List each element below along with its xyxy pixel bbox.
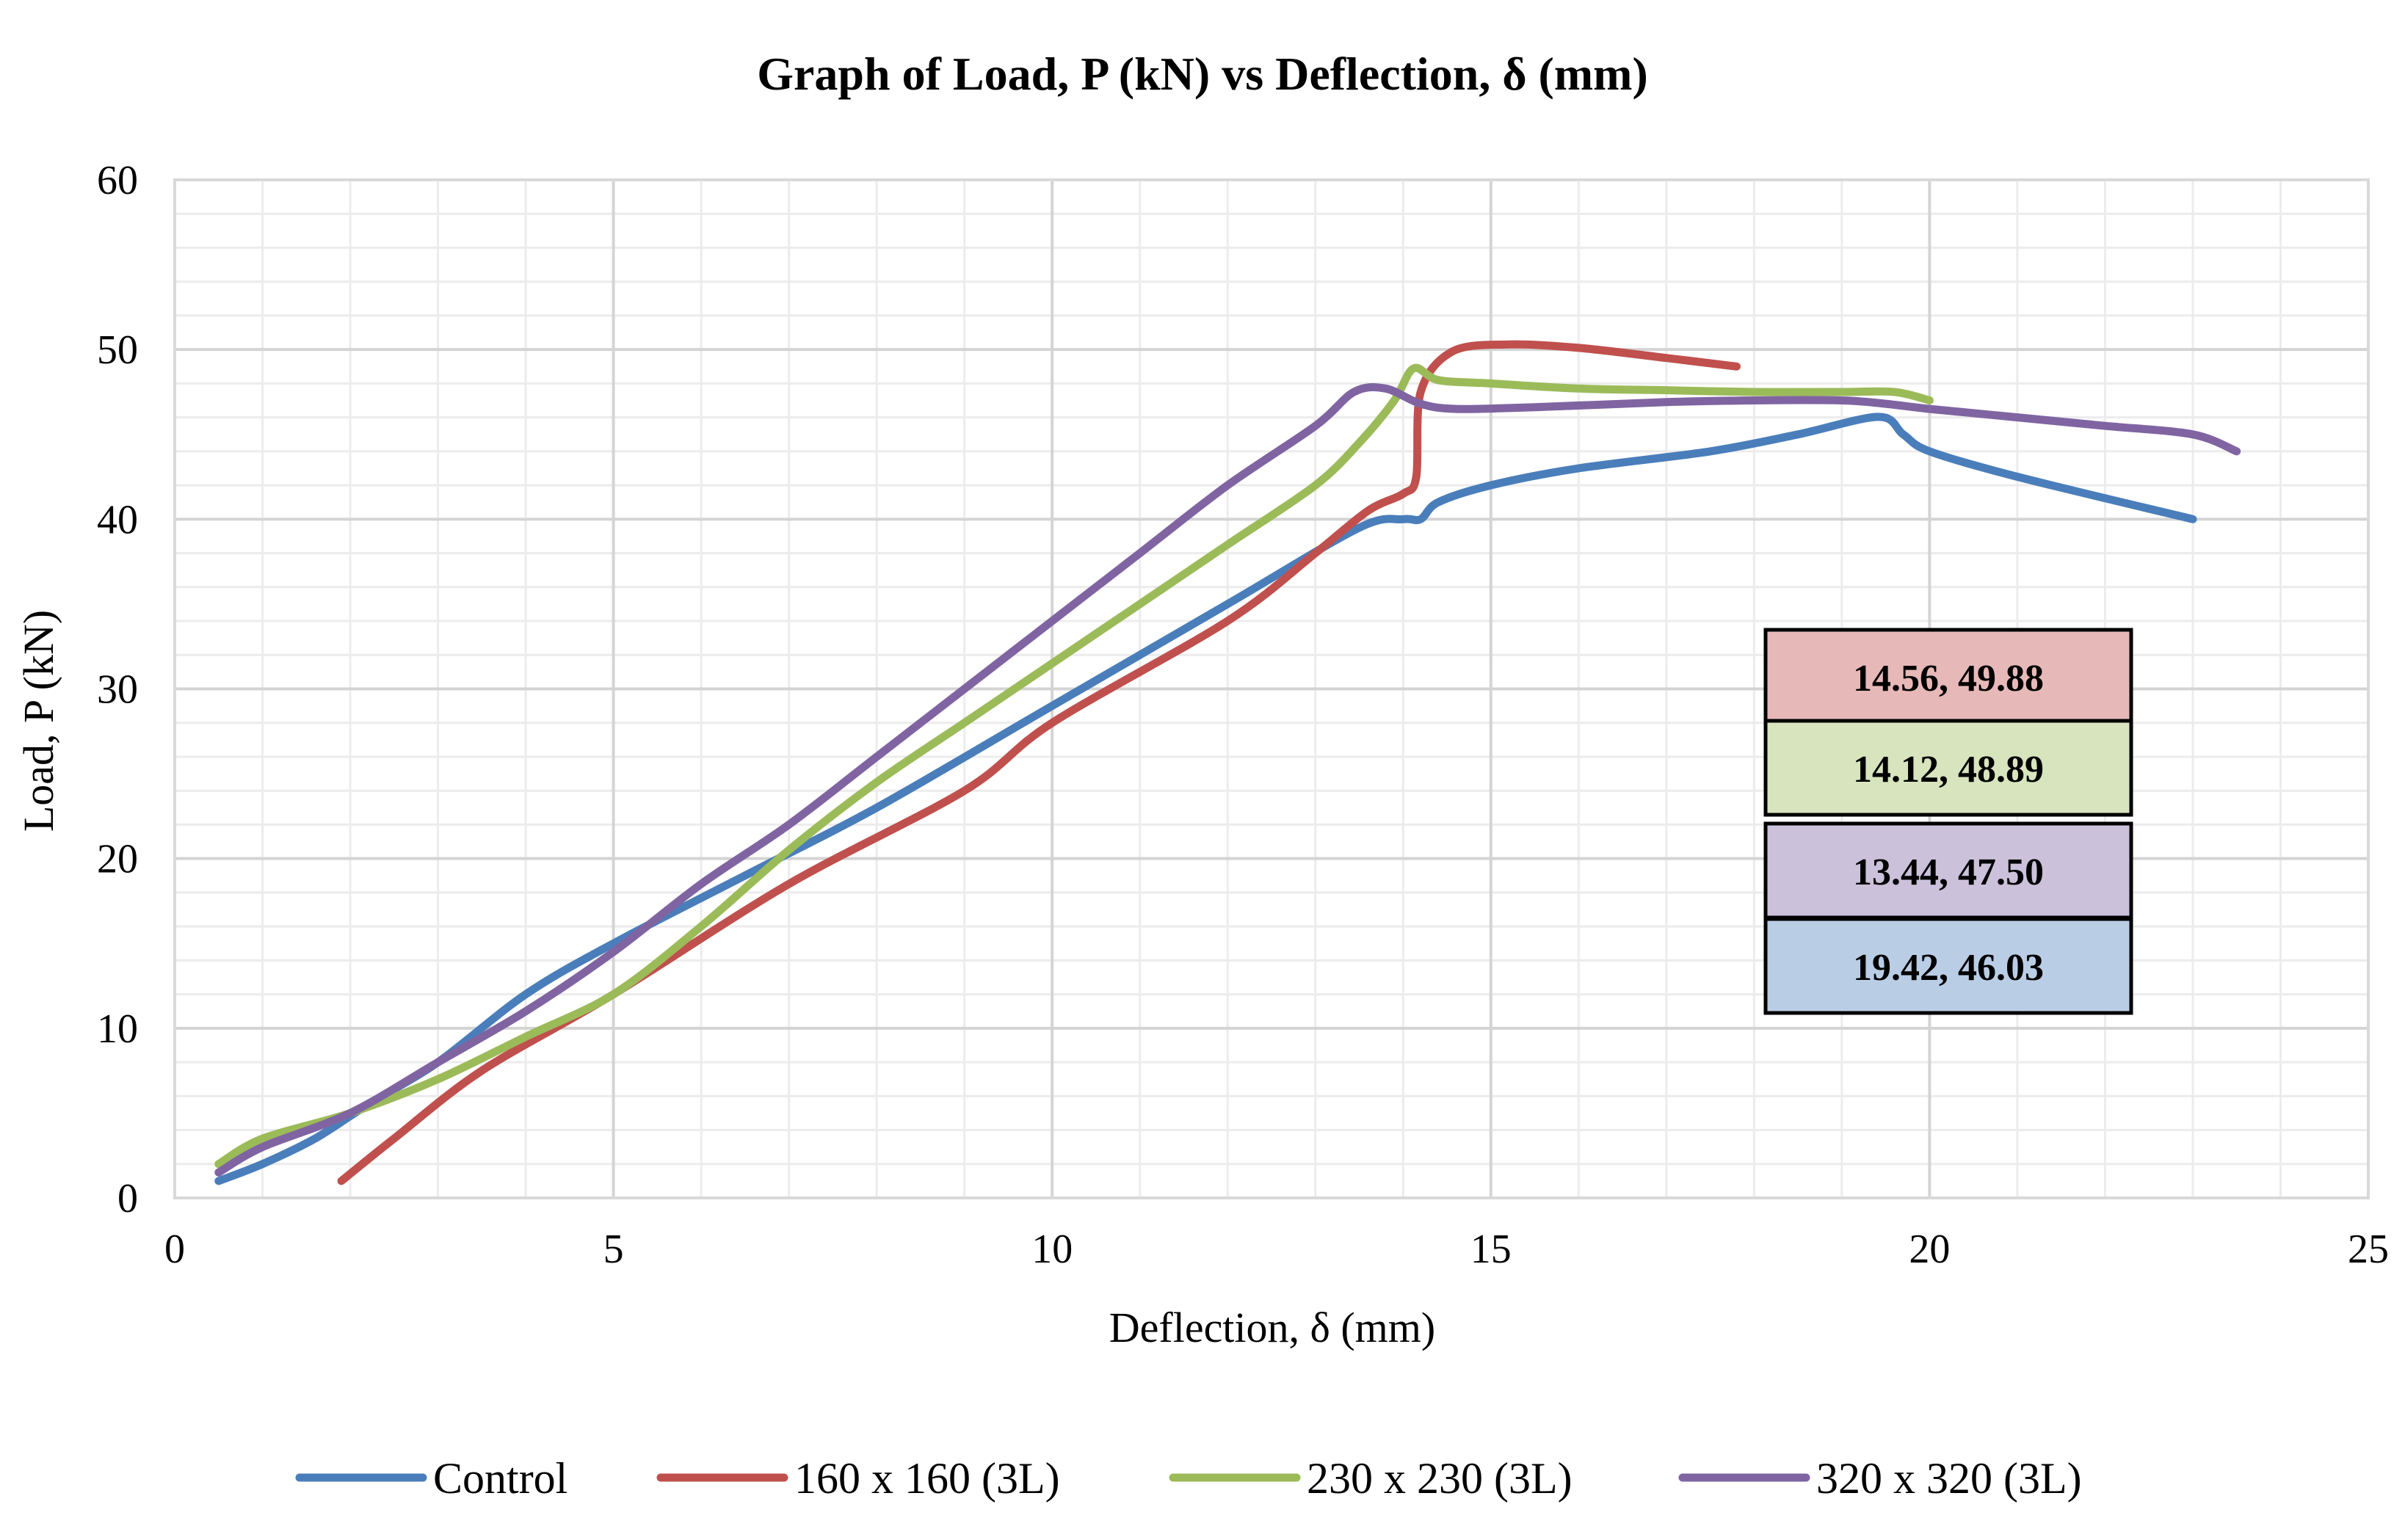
annotation-box-bg <box>1763 628 2133 726</box>
annotation-text: 13.44, 47.50 <box>1853 851 2044 893</box>
annotation-box-bg <box>1763 719 2133 817</box>
y-axis-tick-labels: 0 10 20 30 40 50 60 <box>97 158 138 1221</box>
x-tick-label: 25 <box>2348 1227 2389 1272</box>
annotation-box-2: 14.12, 48.89 <box>1763 719 2133 817</box>
series-lines <box>214 340 2241 1185</box>
annotation-box-bg <box>1763 917 2133 1015</box>
x-tick-label: 5 <box>603 1227 624 1272</box>
legend-item-4: 320 x 320 (3L) <box>1678 1454 2082 1503</box>
legend-item-3: 230 x 230 (3L) <box>1169 1454 1572 1503</box>
y-tick-label: 60 <box>97 158 138 203</box>
annotation-box-3: 13.44, 47.50 <box>1763 821 2133 920</box>
x-tick-label: 15 <box>1470 1227 1512 1272</box>
legend-label: 320 x 320 (3L) <box>1816 1454 2082 1503</box>
legend-item-2: 160 x 160 (3L) <box>656 1454 1060 1503</box>
chart-title: Graph of Load, P (kN) vs Deflection, δ (… <box>757 48 1648 100</box>
annotation-box-4: 19.42, 46.03 <box>1763 917 2133 1015</box>
x-tick-label: 10 <box>1031 1227 1073 1272</box>
annotation-box-bg <box>1763 821 2133 920</box>
x-axis-tick-labels: 0 5 10 15 20 25 <box>164 1227 2389 1272</box>
series-line-4 <box>214 382 2241 1177</box>
legend-label: Control <box>433 1454 567 1503</box>
annotation-text: 14.56, 49.88 <box>1853 658 2044 700</box>
legend-label: 230 x 230 (3L) <box>1307 1454 1572 1503</box>
y-tick-label: 0 <box>117 1176 138 1221</box>
y-tick-label: 20 <box>97 837 138 882</box>
legend: Control 160 x 160 (3L) 230 x 230 (3L) 320 x… <box>295 1454 2082 1503</box>
y-tick-label: 30 <box>97 667 138 713</box>
series-line-3 <box>214 363 1934 1169</box>
x-tick-label: 0 <box>164 1227 185 1272</box>
annotation-text: 19.42, 46.03 <box>1853 947 2044 989</box>
y-tick-label: 10 <box>97 1006 138 1052</box>
data-annotations: 14.56, 49.88 14.12, 48.89 13.44, 47.50 19.4… <box>1763 628 2133 1015</box>
annotation-box-1: 14.56, 49.88 <box>1763 628 2133 726</box>
plot-area-frame <box>173 178 2370 1199</box>
x-tick-label: 20 <box>1909 1227 1950 1272</box>
x-axis-label: Deflection, δ (mm) <box>1109 1304 1435 1351</box>
legend-item-1: Control <box>295 1454 567 1503</box>
y-tick-label: 50 <box>97 327 138 373</box>
annotation-text: 14.12, 48.89 <box>1853 749 2044 791</box>
legend-label: 160 x 160 (3L) <box>794 1454 1060 1503</box>
y-axis-label: Load, P (kN) <box>15 610 62 832</box>
y-tick-label: 40 <box>97 497 138 542</box>
